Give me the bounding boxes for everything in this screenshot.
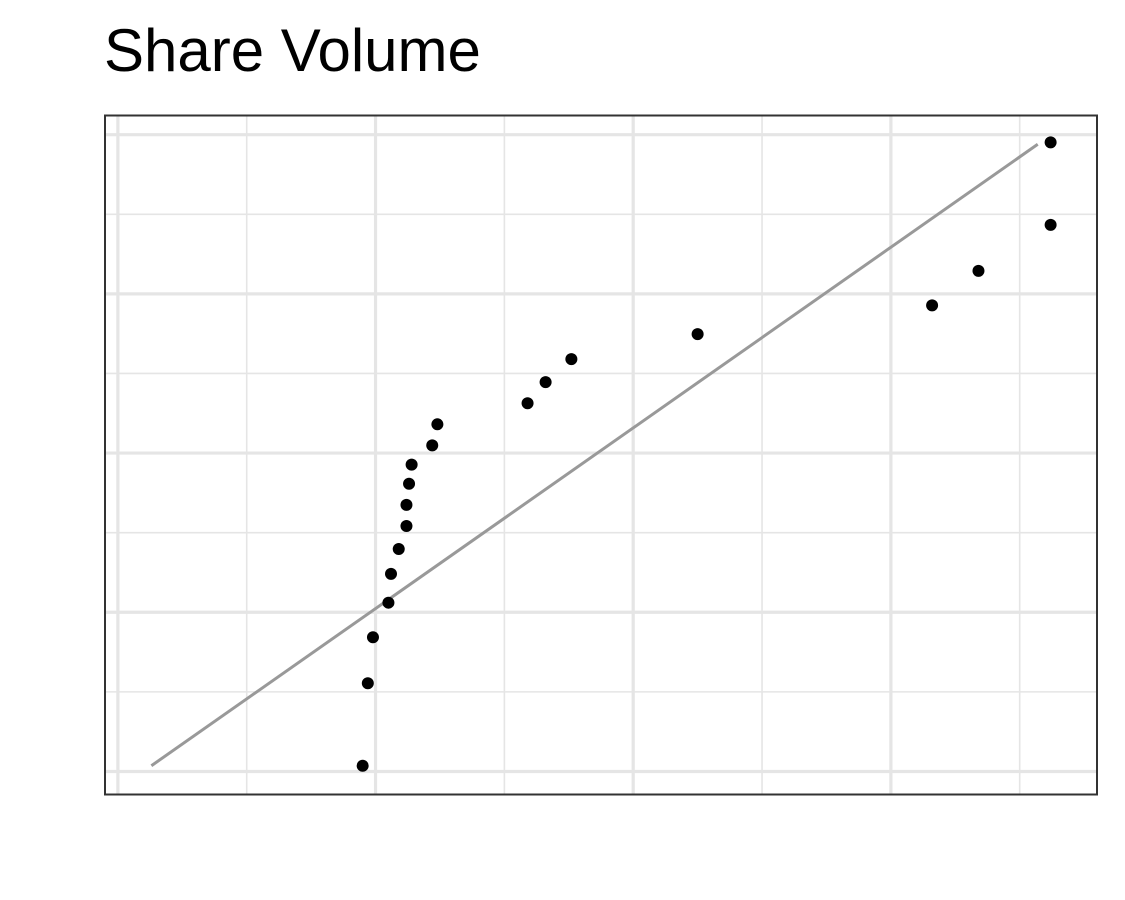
chart-title: Share Volume	[104, 17, 481, 84]
data-point	[926, 299, 939, 312]
data-points	[356, 136, 1057, 772]
reference-line	[150, 143, 1039, 767]
data-point	[382, 596, 395, 609]
data-point	[405, 458, 418, 471]
data-point	[1044, 218, 1057, 231]
data-point	[361, 677, 374, 690]
data-point	[426, 439, 439, 452]
data-point	[400, 519, 413, 532]
data-point	[403, 477, 416, 490]
data-point	[972, 264, 985, 277]
major-gridlines	[105, 115, 1097, 795]
data-point	[392, 542, 405, 555]
data-point	[691, 328, 704, 341]
data-point	[565, 353, 578, 366]
data-point	[356, 759, 369, 772]
data-point	[400, 498, 413, 511]
panel-border	[104, 114, 1098, 796]
minor-gridlines	[105, 115, 1097, 795]
data-point	[366, 631, 379, 644]
data-point	[1044, 136, 1057, 149]
data-point	[539, 376, 552, 389]
data-point	[385, 567, 398, 580]
data-point	[521, 397, 534, 410]
data-point	[431, 418, 444, 431]
